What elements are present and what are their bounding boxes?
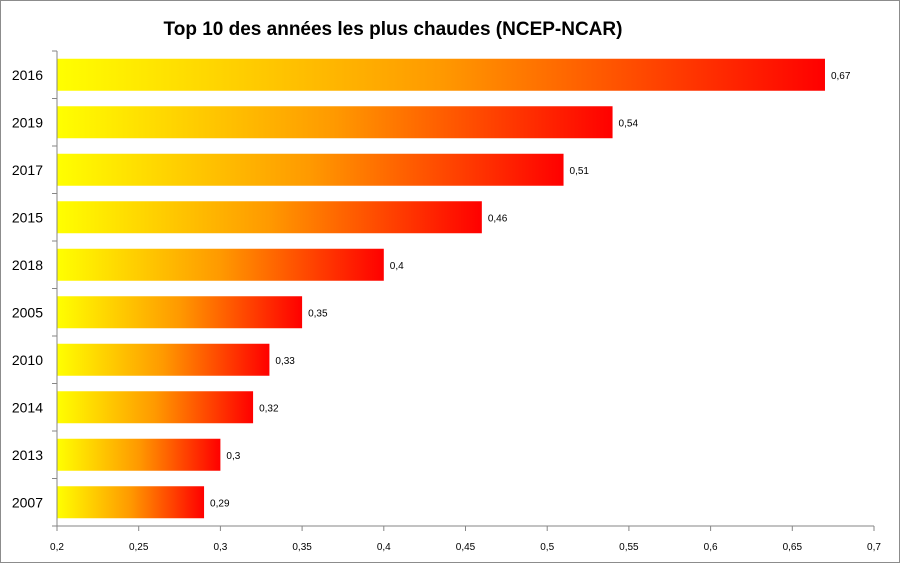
x-tick-label: 0,4: [377, 542, 391, 553]
data-label-2007: 0,29: [210, 498, 230, 509]
data-label-2019: 0,54: [619, 118, 639, 129]
bar-2013: [57, 438, 221, 471]
bar-2007: [57, 486, 205, 519]
data-label-2018: 0,4: [390, 261, 404, 272]
category-label-2016: 2016: [12, 67, 43, 83]
category-label-2015: 2015: [12, 209, 43, 225]
bar-2015: [57, 201, 482, 234]
x-tick-label: 0,35: [292, 542, 312, 553]
bar-2010: [57, 343, 270, 376]
bar-2017: [57, 153, 564, 186]
category-label-2007: 2007: [12, 494, 43, 510]
category-label-2014: 2014: [12, 399, 43, 415]
bar-2016: [57, 58, 825, 91]
category-label-2019: 2019: [12, 114, 43, 130]
bar-2014: [57, 391, 254, 424]
data-label-2014: 0,32: [259, 403, 279, 414]
bar-2005: [57, 296, 303, 329]
x-tick-label: 0,2: [50, 542, 64, 553]
category-label-2017: 2017: [12, 162, 43, 178]
x-tick-label: 0,45: [456, 542, 476, 553]
x-tick-label: 0,6: [704, 542, 718, 553]
category-label-2005: 2005: [12, 304, 43, 320]
data-label-2016: 0,67: [831, 71, 851, 82]
category-label-2018: 2018: [12, 257, 43, 273]
x-tick-label: 0,25: [129, 542, 149, 553]
data-label-2017: 0,51: [570, 166, 590, 177]
bar-2018: [57, 248, 384, 281]
x-tick-label: 0,55: [619, 542, 639, 553]
category-label-2013: 2013: [12, 447, 43, 463]
data-label-2010: 0,33: [275, 356, 295, 367]
data-label-2005: 0,35: [308, 308, 328, 319]
x-tick-label: 0,3: [213, 542, 227, 553]
data-label-2013: 0,3: [226, 451, 240, 462]
x-tick-label: 0,7: [867, 542, 881, 553]
chart-title: Top 10 des années les plus chaudes (NCEP…: [164, 19, 623, 40]
data-label-2015: 0,46: [488, 213, 508, 224]
bar-2019: [57, 106, 613, 139]
x-tick-label: 0,5: [540, 542, 554, 553]
x-tick-label: 0,65: [783, 542, 803, 553]
category-label-2010: 2010: [12, 352, 43, 368]
